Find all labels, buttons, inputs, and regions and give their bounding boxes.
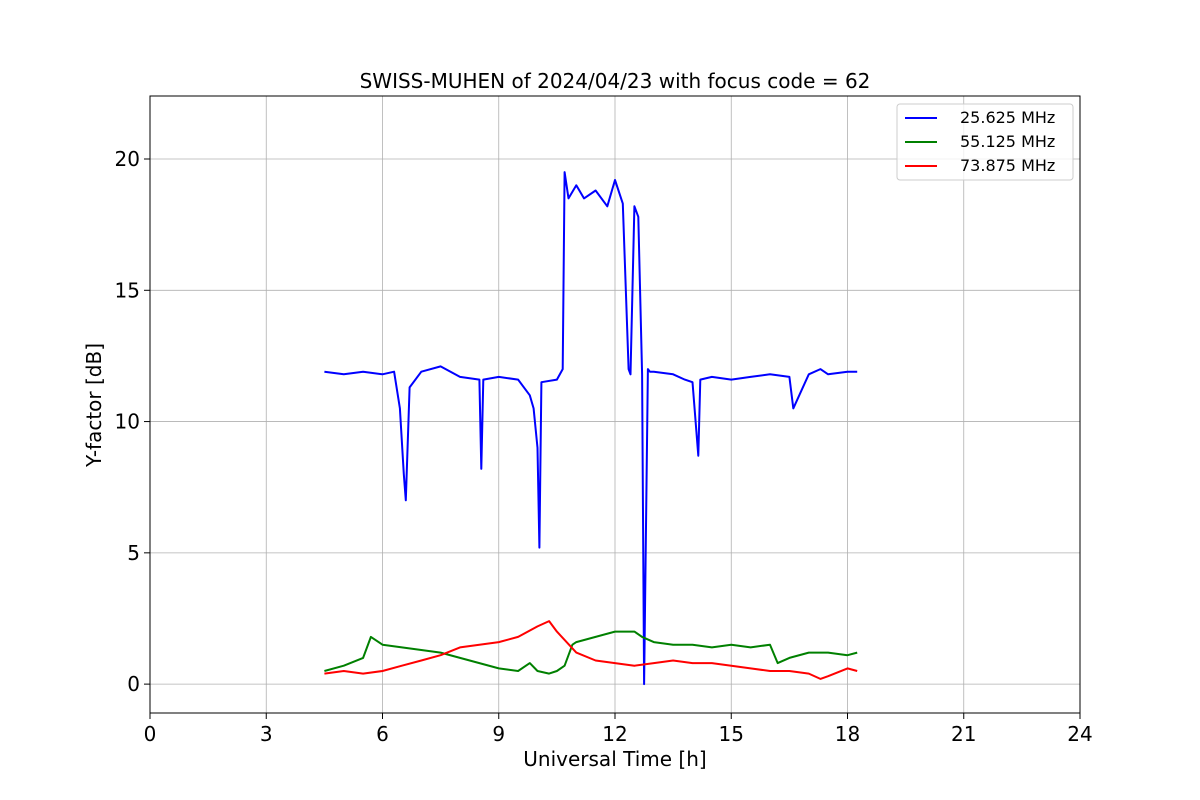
y-tick-label: 20: [115, 147, 140, 171]
series-line-1: [324, 630, 858, 675]
x-tick-label: 12: [602, 722, 627, 746]
legend: 25.625 MHz 55.125 MHz 73.875 MHz: [896, 103, 1074, 181]
x-tick-label: 3: [260, 722, 273, 746]
y-axis-label: Y-factor [dB]: [82, 343, 106, 468]
legend-box: [896, 103, 1074, 181]
legend-entry: 55.125 MHz: [960, 132, 1055, 151]
y-tick-label: 0: [127, 672, 140, 696]
x-axis: 0 3 6 9 12 15 18 21 24: [144, 713, 1093, 746]
legend-entry: 25.625 MHz: [960, 108, 1055, 127]
legend-entry: 73.875 MHz: [960, 156, 1055, 175]
x-tick-label: 18: [835, 722, 860, 746]
series-line-0: [324, 171, 858, 686]
y-tick-label: 5: [127, 541, 140, 565]
x-tick-label: 15: [719, 722, 744, 746]
grid: [150, 96, 1080, 713]
x-tick-label: 9: [492, 722, 505, 746]
x-tick-label: 6: [376, 722, 389, 746]
series-line-2: [324, 620, 858, 680]
y-tick-label: 10: [115, 410, 140, 434]
x-tick-label: 0: [144, 722, 157, 746]
chart-title: SWISS-MUHEN of 2024/04/23 with focus cod…: [360, 69, 871, 93]
x-tick-label: 21: [951, 722, 976, 746]
y-axis: 0 5 10 15 20: [115, 147, 150, 696]
x-axis-label: Universal Time [h]: [523, 747, 706, 771]
series-lines: [324, 171, 858, 686]
y-tick-label: 15: [115, 278, 140, 302]
x-tick-label: 24: [1067, 722, 1092, 746]
